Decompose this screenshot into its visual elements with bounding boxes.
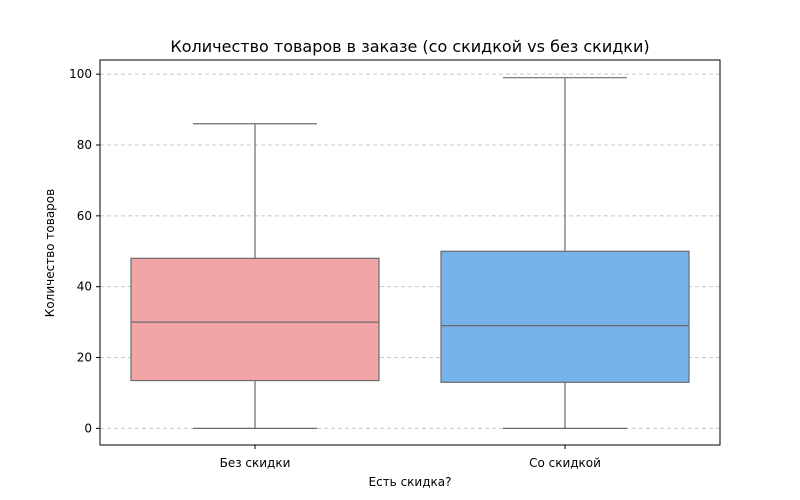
x-tick-label: Со скидкой (529, 456, 601, 470)
y-axis-label: Количество товаров (43, 189, 57, 317)
y-tick-label: 100 (69, 67, 92, 81)
y-tick-label: 40 (77, 280, 92, 294)
box-2 (440, 77, 690, 429)
y-axis-ticks: 0 20 40 60 80 100 (69, 67, 100, 435)
boxes-group (130, 77, 690, 429)
x-tick-label: Без скидки (220, 456, 291, 470)
x-axis-ticks: Без скидки Со скидкой (220, 445, 601, 470)
chart-title: Количество товаров в заказе (со скидкой … (170, 37, 649, 56)
y-tick-label: 20 (77, 351, 92, 365)
x-axis-label: Есть скидка? (369, 475, 452, 489)
plot-area-frame (99, 59, 721, 446)
y-tick-label: 0 (84, 421, 92, 435)
box-1 (130, 123, 380, 429)
y-tick-label: 80 (77, 138, 92, 152)
box-iqr (440, 250, 690, 383)
grid-lines (100, 73, 720, 429)
y-tick-label: 60 (77, 209, 92, 223)
box-iqr (130, 257, 380, 382)
